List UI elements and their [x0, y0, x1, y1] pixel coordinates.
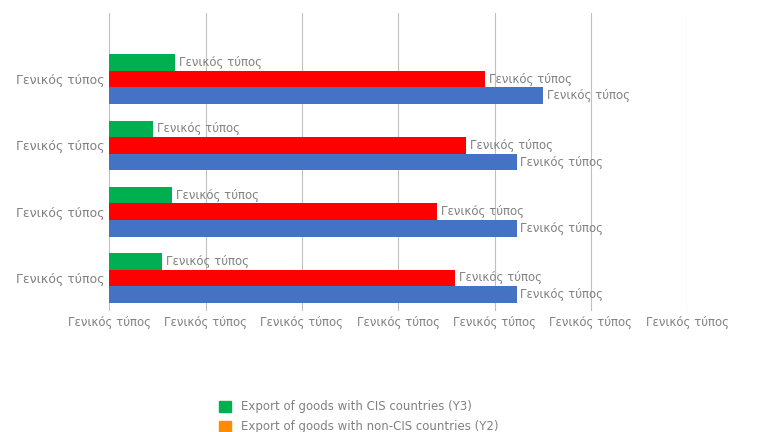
Bar	[109, 54, 175, 71]
Bar	[109, 270, 455, 286]
Bar	[109, 187, 172, 203]
Text: Γενικός τύπος: Γενικός τύπος	[469, 139, 553, 152]
Text: Γενικός τύπος: Γενικός τύπος	[166, 255, 249, 268]
Text: Γενικός τύπος: Γενικός τύπος	[176, 189, 259, 202]
Text: Γενικός τύπος: Γενικός τύπος	[547, 89, 629, 102]
Bar	[109, 286, 516, 303]
Text: Γενικός τύπος: Γενικός τύπος	[458, 271, 541, 284]
Text: Γενικός τύπος: Γενικός τύπος	[156, 122, 240, 135]
Text: Γενικός τύπος: Γενικός τύπος	[440, 205, 524, 218]
Bar	[109, 220, 516, 237]
Bar	[109, 88, 543, 104]
Bar	[109, 203, 437, 220]
Legend: Export of goods with CIS countries (Y3), Export of goods with non-CIS countries : Export of goods with CIS countries (Y3),…	[219, 400, 498, 432]
Text: Γενικός τύπος: Γενικός τύπος	[489, 73, 572, 86]
Text: Γενικός τύπος: Γενικός τύπος	[520, 156, 604, 168]
Bar	[109, 71, 485, 88]
Text: Γενικός τύπος: Γενικός τύπος	[520, 288, 604, 301]
Text: Γενικός τύπος: Γενικός τύπος	[520, 222, 604, 235]
Text: Γενικός τύπος: Γενικός τύπος	[179, 56, 262, 69]
Bar	[109, 137, 465, 154]
Bar	[109, 154, 516, 170]
Bar	[109, 253, 162, 270]
Bar	[109, 121, 152, 137]
